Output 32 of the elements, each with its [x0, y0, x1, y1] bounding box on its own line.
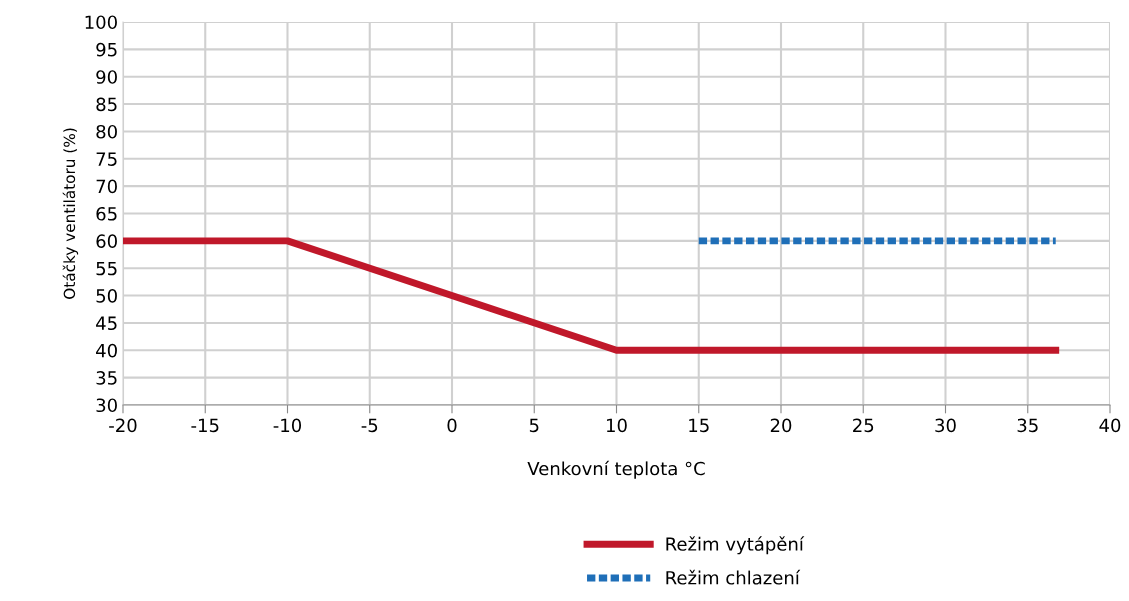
- y-tick-label: 85: [96, 97, 117, 112]
- y-axis-title: Otáčky ventilátoru (%): [62, 128, 79, 299]
- y-tick-label: 75: [96, 152, 117, 166]
- x-axis-title: Venkovní teplota °C: [527, 460, 705, 479]
- y-tick-label: 90: [96, 70, 117, 84]
- x-tick-label: -15: [191, 418, 219, 433]
- x-tick-label: -20: [109, 418, 137, 433]
- y-tick-label: 55: [96, 261, 117, 276]
- y-tick-label: 30: [96, 398, 117, 413]
- x-tick-label: 40: [1099, 418, 1121, 433]
- x-tick-label: 30: [935, 418, 956, 433]
- x-tick-label: -10: [273, 418, 302, 433]
- x-tick-label: 15: [689, 418, 709, 433]
- x-tick-label: 5: [529, 418, 539, 433]
- legend-label: Režim vytápění: [666, 536, 805, 555]
- y-tick-label: 45: [96, 316, 117, 331]
- x-tick-label: 10: [607, 418, 627, 433]
- y-tick-label: 35: [96, 371, 117, 385]
- y-tick-label: 50: [96, 289, 117, 303]
- y-tick-label: 60: [96, 234, 117, 248]
- y-tick-label: 65: [96, 206, 117, 221]
- x-tick-label: -5: [361, 418, 378, 433]
- y-tick-label: 80: [96, 124, 117, 139]
- legend-label: Režim chlazení: [666, 569, 801, 585]
- x-tick-label: 0: [447, 418, 457, 433]
- y-tick-label: 100: [85, 15, 117, 30]
- x-tick-label: 35: [1017, 418, 1038, 433]
- y-tick-label: 70: [96, 179, 117, 194]
- y-tick-label: 40: [96, 343, 117, 358]
- y-tick-label: 95: [96, 42, 117, 57]
- x-tick-label: 25: [853, 418, 874, 433]
- x-tick-label: 20: [770, 418, 792, 433]
